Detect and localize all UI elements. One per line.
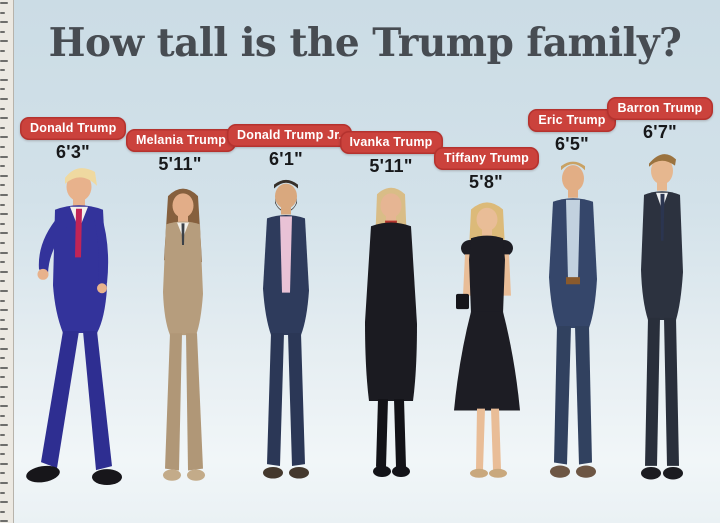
figure-ivanka-trump bbox=[341, 183, 441, 493]
ruler-tick bbox=[0, 462, 8, 465]
ruler-tick bbox=[0, 434, 5, 436]
ruler-tick bbox=[0, 443, 8, 446]
ruler-tick bbox=[0, 117, 8, 120]
ruler-tick bbox=[0, 501, 8, 504]
ruler-tick bbox=[0, 424, 8, 427]
ruler-tick bbox=[0, 78, 8, 81]
name-badge: Barron Trump bbox=[607, 97, 713, 120]
ruler-tick bbox=[0, 146, 5, 148]
height-label: 5'11" bbox=[158, 154, 202, 174]
ruler-tick bbox=[0, 88, 5, 91]
label-block-eric-trump: Eric Trump 6'5" bbox=[526, 109, 618, 155]
height-label: 6'7" bbox=[642, 122, 678, 142]
figure-melania-trump bbox=[133, 183, 233, 493]
name-badge: Melania Trump bbox=[126, 129, 237, 152]
ruler-tick bbox=[0, 184, 5, 187]
height-label: 6'3" bbox=[55, 142, 91, 162]
ruler-tick bbox=[0, 155, 8, 158]
ruler-tick bbox=[0, 21, 8, 24]
ruler-tick bbox=[0, 40, 8, 43]
ruler-tick bbox=[0, 386, 8, 388]
name-badge: Ivanka Trump bbox=[339, 131, 443, 154]
label-block-ivanka-trump: Ivanka Trump 5'11" bbox=[339, 131, 443, 177]
label-block-barron-trump: Barron Trump 6'7" bbox=[606, 97, 714, 143]
ruler-tick bbox=[0, 357, 5, 360]
ruler-tick bbox=[0, 328, 8, 331]
label-block-melania-trump: Melania Trump 5'11" bbox=[126, 129, 237, 175]
height-label: 6'5" bbox=[554, 134, 590, 154]
page-title: How tall is the Trump family? bbox=[48, 20, 682, 66]
name-badge: Tiffany Trump bbox=[434, 147, 540, 170]
ruler-tick bbox=[0, 2, 8, 4]
ruler-tick bbox=[0, 520, 8, 523]
ruler-tick bbox=[0, 261, 5, 264]
ruler-tick bbox=[0, 59, 8, 62]
ruler-tick bbox=[0, 347, 8, 350]
ruler-tick bbox=[0, 309, 8, 312]
ruler-tick bbox=[0, 213, 8, 216]
ruler-tick bbox=[0, 318, 5, 321]
ruler-tick bbox=[0, 299, 5, 302]
height-label: 5'8" bbox=[468, 172, 504, 192]
figure-donald-trump-jr bbox=[236, 175, 336, 493]
ruler-tick bbox=[0, 194, 8, 196]
ruler-tick bbox=[0, 126, 5, 129]
ruler-tick bbox=[0, 136, 8, 139]
ruler-tick bbox=[0, 491, 5, 494]
name-badge: Donald Trump Jr. bbox=[227, 124, 353, 147]
ruler-tick bbox=[0, 69, 5, 72]
ruler-tick bbox=[0, 165, 5, 168]
ruler-tick bbox=[0, 11, 5, 14]
ruler-tick bbox=[0, 280, 5, 283]
height-label: 5'11" bbox=[369, 156, 413, 176]
ruler-tick bbox=[0, 50, 5, 52]
ruler-tick bbox=[0, 270, 8, 273]
figure-tiffany-trump bbox=[437, 197, 537, 493]
ruler-tick bbox=[0, 242, 5, 244]
ruler-tick bbox=[0, 203, 5, 206]
ruler-tick bbox=[0, 405, 8, 408]
figure-eric-trump bbox=[523, 157, 623, 493]
ruler-tick bbox=[0, 482, 8, 484]
label-block-tiffany-trump: Tiffany Trump 5'8" bbox=[434, 147, 540, 193]
height-ruler bbox=[0, 0, 14, 523]
ruler-tick bbox=[0, 107, 5, 110]
ruler-tick bbox=[0, 510, 5, 513]
ruler-tick bbox=[0, 366, 8, 369]
ruler-tick bbox=[0, 338, 5, 340]
name-badge: Donald Trump bbox=[20, 117, 127, 140]
figure-donald-trump bbox=[15, 164, 145, 492]
height-label: 6'1" bbox=[268, 149, 304, 169]
ruler-tick bbox=[0, 222, 5, 225]
ruler-tick bbox=[0, 251, 8, 254]
name-badge: Eric Trump bbox=[528, 109, 616, 132]
ruler-tick bbox=[0, 98, 8, 100]
ruler-tick bbox=[0, 472, 5, 475]
label-block-donald-trump-jr: Donald Trump Jr. 6'1" bbox=[227, 124, 353, 170]
ruler-tick bbox=[0, 395, 5, 398]
ruler-tick bbox=[0, 232, 8, 235]
ruler-tick bbox=[0, 414, 5, 417]
ruler-tick bbox=[0, 453, 5, 456]
ruler-tick bbox=[0, 376, 5, 379]
label-block-donald-trump: Donald Trump 6'3" bbox=[20, 117, 127, 163]
ruler-tick bbox=[0, 290, 8, 292]
ruler-tick bbox=[0, 30, 5, 33]
ruler-tick bbox=[0, 174, 8, 177]
figure-barron-trump bbox=[611, 149, 711, 493]
